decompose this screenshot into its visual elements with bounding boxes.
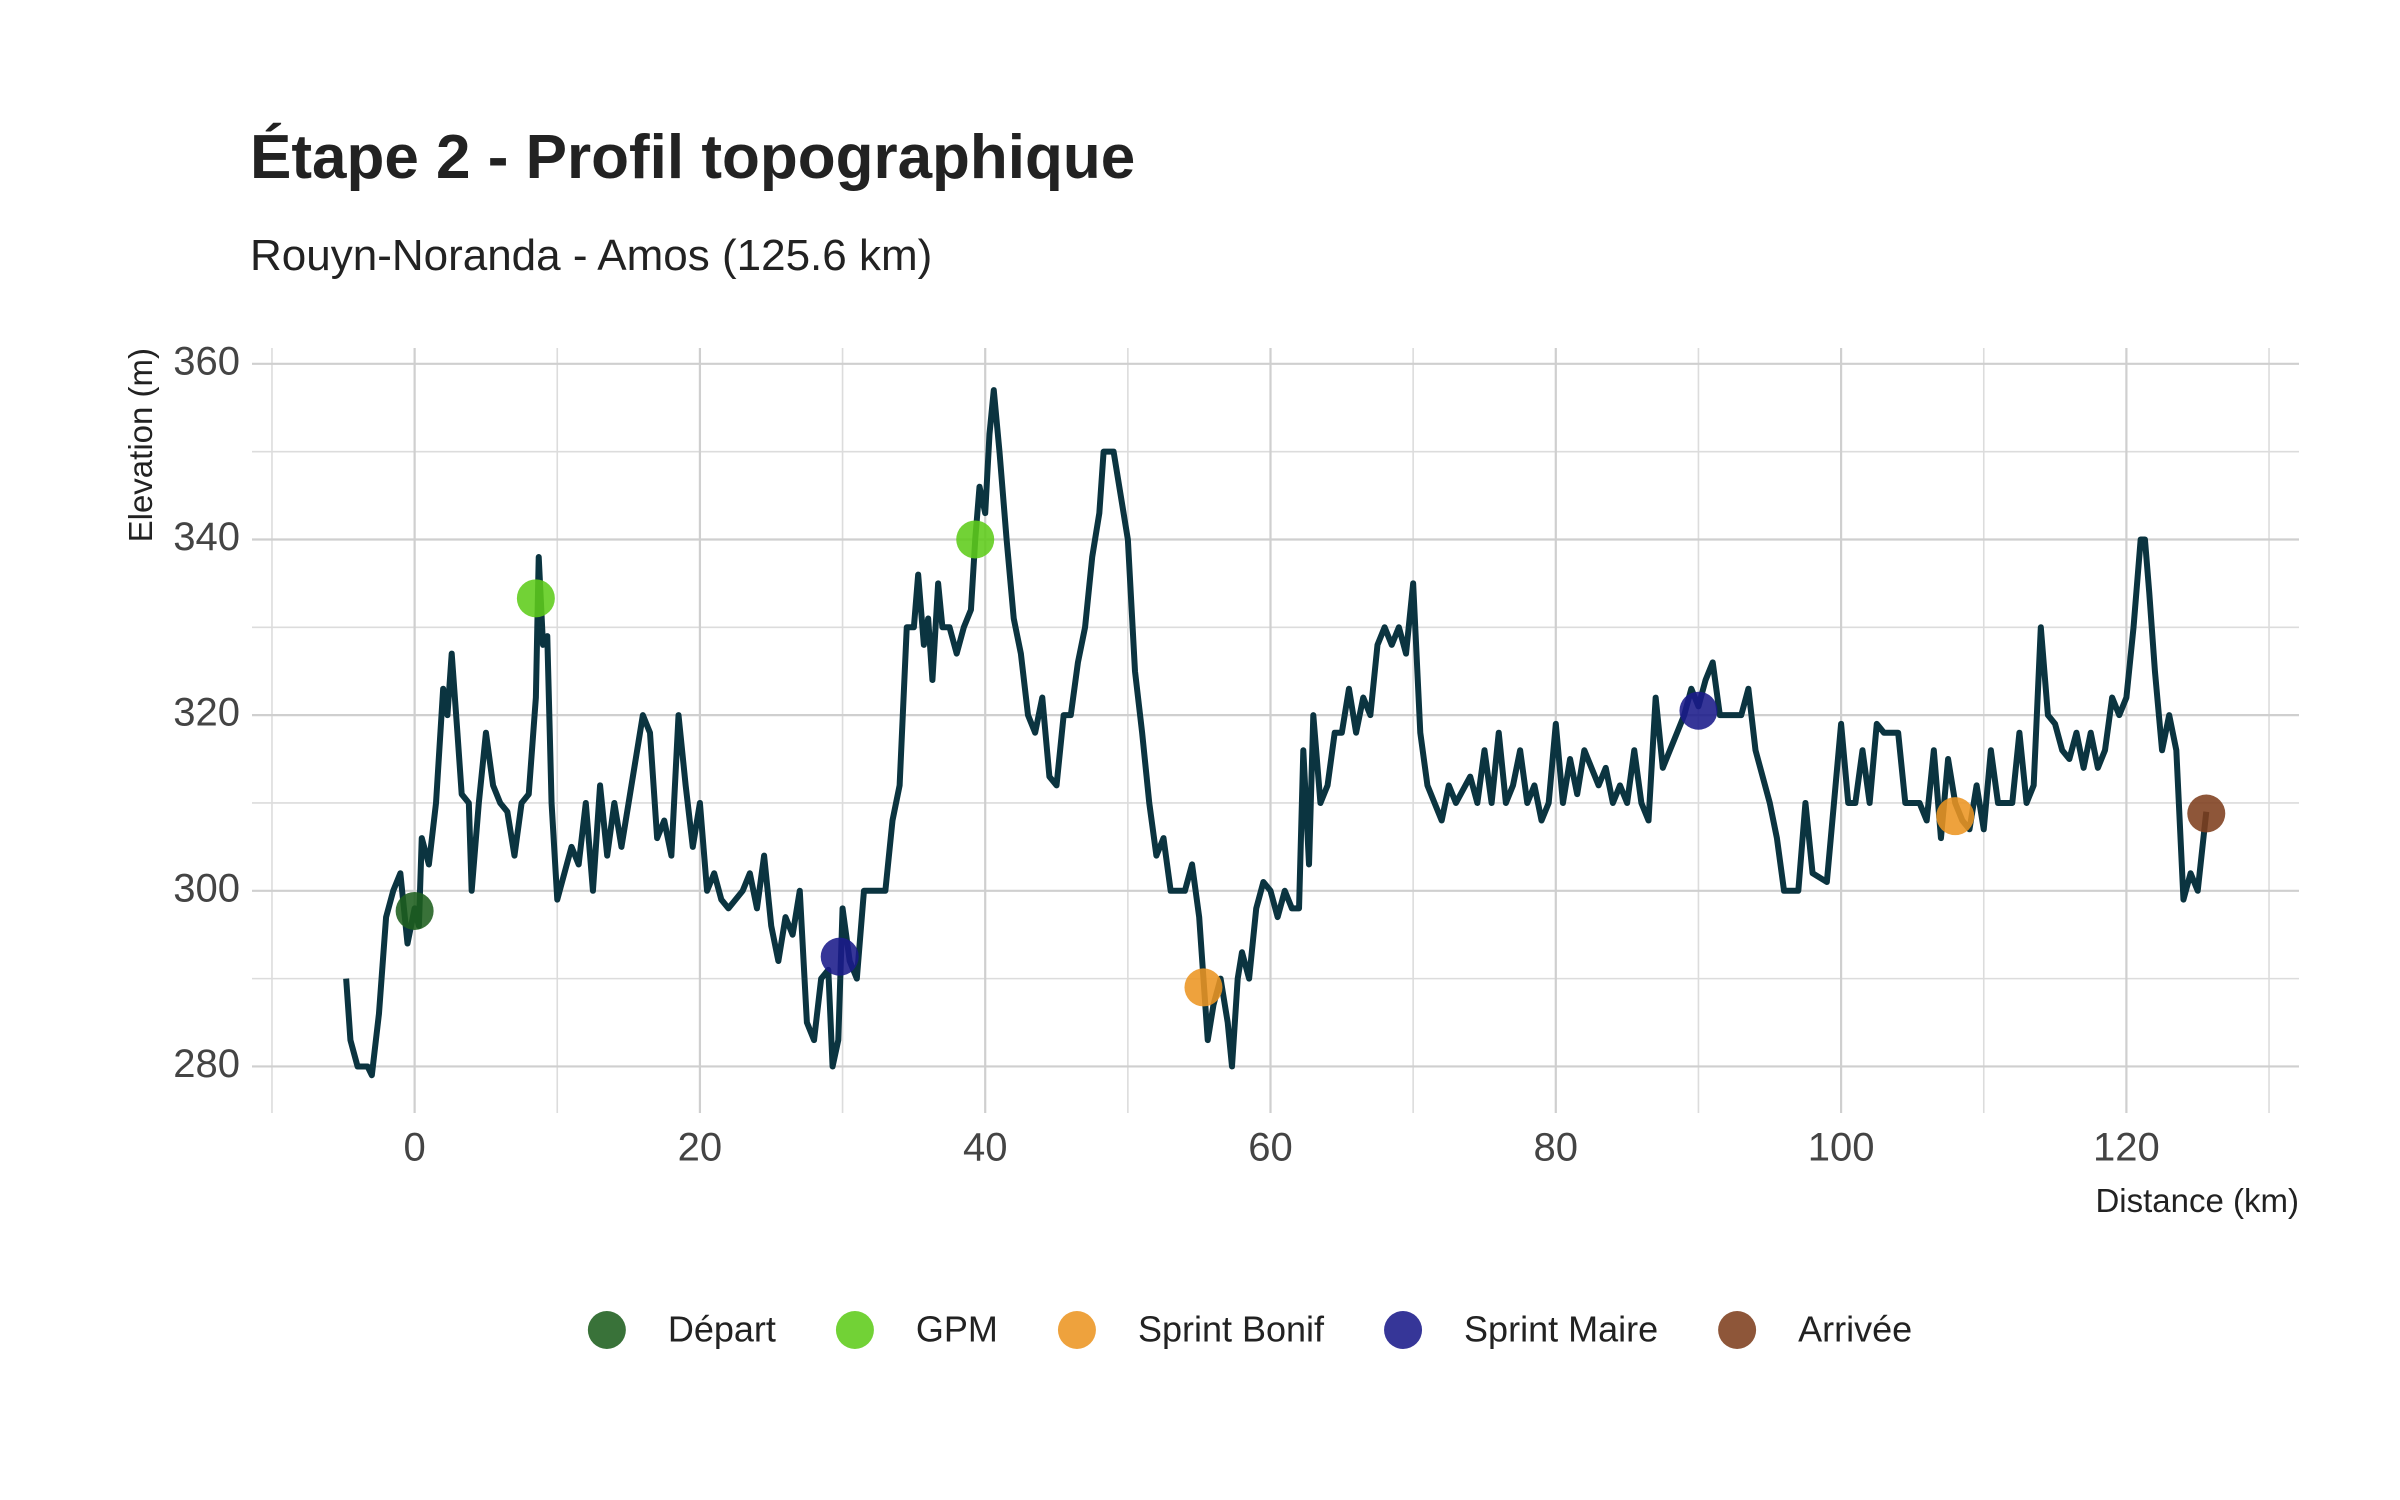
x-axis-title: Distance (km) — [2095, 1182, 2299, 1219]
legend-label: Départ — [668, 1309, 776, 1350]
x-tick-label: 40 — [963, 1126, 1008, 1170]
x-tick-label: 100 — [1808, 1126, 1875, 1170]
x-tick-label: 0 — [403, 1126, 425, 1170]
x-tick-label: 120 — [2093, 1126, 2160, 1170]
checkpoint-marker — [395, 891, 434, 930]
y-tick-label: 360 — [173, 339, 240, 383]
chart-title: Étape 2 - Profil topographique — [250, 123, 1135, 192]
legend-item: Départ — [587, 1309, 776, 1350]
x-tick-label: 20 — [678, 1126, 723, 1170]
y-tick-label: 340 — [173, 515, 240, 559]
legend-label: Arrivée — [1798, 1309, 1912, 1350]
legend-item: Sprint Bonif — [1057, 1309, 1325, 1350]
legend-item: Arrivée — [1718, 1309, 1912, 1350]
legend-swatch — [835, 1311, 874, 1349]
elevation-line — [343, 387, 2210, 1079]
legend-label: GPM — [916, 1309, 998, 1350]
legend-item: GPM — [835, 1309, 998, 1350]
chart-subtitle: Rouyn-Noranda - Amos (125.6 km) — [250, 231, 932, 280]
checkpoint-marker — [1184, 968, 1223, 1007]
legend-swatch — [1384, 1311, 1423, 1349]
plot — [343, 387, 2226, 1079]
checkpoint-marker — [956, 520, 995, 559]
legend: Départ GPM Sprint Bonif Sprint Maire Arrivée — [587, 1309, 1912, 1350]
legend-label: Sprint Maire — [1464, 1309, 1658, 1350]
grid: 0 20 40 60 80 100 120 280 300 320 340 360 — [173, 339, 2299, 1170]
legend-swatch — [1718, 1311, 1757, 1349]
y-tick-label: 320 — [173, 691, 240, 735]
y-axis-title: Elevation (m) — [122, 348, 159, 542]
checkpoint-marker — [820, 937, 859, 976]
checkpoint-marker — [516, 579, 555, 618]
checkpoint-marker — [2187, 794, 2226, 833]
legend-item: Sprint Maire — [1384, 1309, 1658, 1350]
checkpoint-marker — [1936, 797, 1975, 836]
legend-label: Sprint Bonif — [1138, 1309, 1325, 1350]
x-tick-label: 60 — [1248, 1126, 1293, 1170]
checkpoint-marker — [1679, 691, 1718, 730]
x-tick-label: 80 — [1534, 1126, 1579, 1170]
legend-swatch — [587, 1311, 626, 1349]
y-tick-label: 280 — [173, 1042, 240, 1086]
legend-swatch — [1057, 1311, 1096, 1349]
y-tick-label: 300 — [173, 866, 240, 910]
